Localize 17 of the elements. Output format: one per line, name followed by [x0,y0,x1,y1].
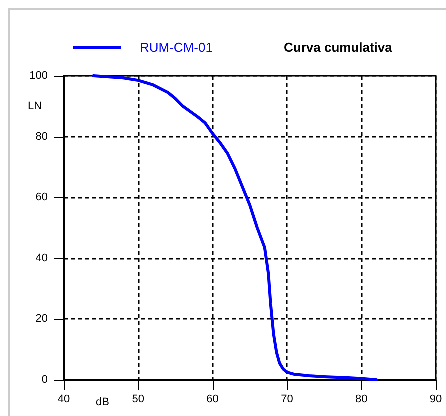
x-tick-label: 90 [430,394,442,406]
x-tick-label: 50 [132,394,145,406]
line-series [92,74,378,382]
x-tick-label: 40 [58,394,70,406]
chart-title: Curva cumulativa [284,40,394,55]
x-axis-title: dB [96,396,110,408]
x-tick-label: 70 [281,394,294,406]
y-tick-label: 80 [36,130,48,143]
y-axis-title: LN [28,100,42,112]
x-tick-label: 80 [355,394,368,406]
legend-label: RUM-CM-01 [140,40,213,55]
y-tick-label: 0 [42,374,48,386]
y-tick-label: 60 [36,192,48,204]
y-tick-label: 20 [36,313,48,326]
y-tick-label: 100 [30,70,48,82]
x-tick-label: 60 [206,394,219,406]
y-tick-label: 40 [36,252,48,264]
